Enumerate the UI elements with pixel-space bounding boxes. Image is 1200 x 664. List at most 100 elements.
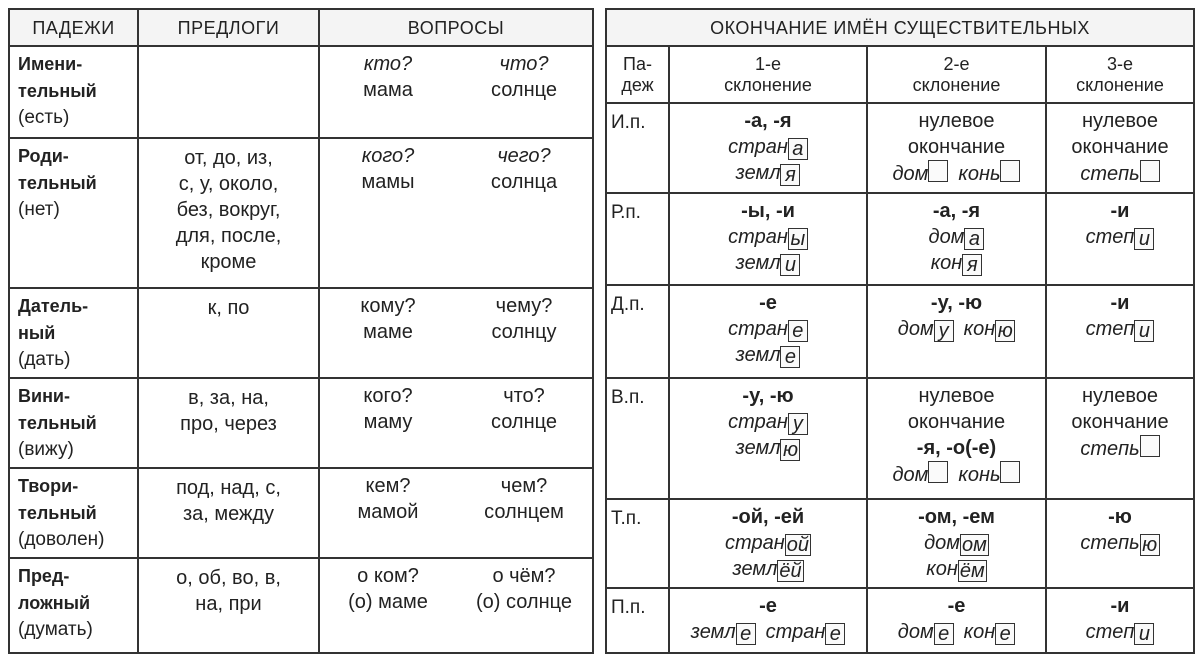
declension-row: В.п. -у, -ю стран у земл ю нулевое окончание -я,… <box>605 377 1195 500</box>
table-title: ОКОНЧАНИЕ ИМЁН СУЩЕСТВИТЕЛЬНЫХ <box>605 8 1195 47</box>
preposition-line: о, об, во, в, <box>176 567 281 589</box>
ending-cell: -и степ и <box>1045 192 1195 286</box>
ending-text: окончание <box>907 136 1006 158</box>
word-stem: степ <box>1085 318 1135 340</box>
word-stem: дом <box>892 163 929 185</box>
word-stem: земл <box>735 344 781 366</box>
ending-box <box>1000 461 1021 483</box>
ending-text: нулевое <box>1081 385 1159 407</box>
questions-cell: кого? мамы чего? солнца <box>318 137 594 289</box>
ending-box: у <box>787 413 808 435</box>
example-word: степь <box>1080 160 1160 185</box>
word-stem: земл <box>732 558 778 580</box>
example-word: земл ю <box>735 437 801 461</box>
case-name-line: тельный <box>18 173 97 193</box>
word-stem: кон <box>926 558 958 580</box>
preposition-line: без, вокруг, <box>176 199 281 221</box>
word-stem: степь <box>1080 163 1140 185</box>
word-stem: дом <box>924 532 961 554</box>
example-word: солнце <box>491 411 557 433</box>
word-stem: степь <box>1080 438 1140 460</box>
example-word: кон ём <box>926 558 987 582</box>
ending-label: -и <box>1110 200 1130 222</box>
example-word: степь <box>1080 435 1160 460</box>
header-line: 3-е <box>1106 53 1133 74</box>
ending-cell: -у, -ю дом у кон ю <box>866 284 1047 379</box>
example-word: солнце <box>491 79 557 101</box>
ending-box: ём <box>957 560 987 582</box>
word-stem: степь <box>1080 532 1140 554</box>
question-column: чего? солнца <box>456 143 592 195</box>
example-word: степ и <box>1086 621 1155 645</box>
declension-row: Д.п. -е стран е земл е -у, -ю дом у кон ю -и степ и <box>605 284 1195 379</box>
questions-cell: кем? мамой чем? солнцем <box>318 467 594 559</box>
case-name-cell: Пред-ложный (думать) <box>8 557 139 654</box>
example-line: степ и <box>1047 619 1193 645</box>
ending-text: окончание <box>1071 136 1169 158</box>
example-word: конь <box>958 461 1021 486</box>
example-word: солнцем <box>484 501 564 523</box>
ending-label: -е <box>947 595 966 617</box>
column-header: 1-е склонение <box>668 45 868 104</box>
header-line: склонение <box>1076 74 1164 95</box>
example-word: дом а <box>929 226 985 250</box>
ending-cell: -ы, -и стран ы земл и <box>668 192 868 286</box>
example-line: дом е кон е <box>868 619 1045 645</box>
example-word: мамой <box>357 501 419 523</box>
preposition-line: с, у, около, <box>178 173 279 195</box>
example-line: степ и <box>1047 316 1193 342</box>
ending-label: -а, -я <box>744 110 792 132</box>
case-name-line: Твори- <box>18 476 79 496</box>
case-name-line: Вини- <box>18 386 70 406</box>
word-stem: кон <box>963 318 996 340</box>
example-word: солнца <box>490 171 558 193</box>
ending-box <box>1139 160 1160 182</box>
column-header: Па-деж <box>605 45 670 104</box>
ending-box: е <box>995 623 1016 645</box>
ending-label: -ом, -ем <box>918 506 995 528</box>
column-header: ВОПРОСЫ <box>318 8 594 47</box>
question-word: что? <box>503 385 545 407</box>
noun-endings-table: ОКОНЧАНИЕ ИМЁН СУЩЕСТВИТЕЛЬНЫХ Па-деж 1-е с… <box>605 8 1195 654</box>
ending-box: ом <box>960 534 989 556</box>
example-word: дом <box>892 160 949 185</box>
preposition-line: в, за, на, <box>188 387 269 409</box>
preposition-line: на, при <box>195 593 262 615</box>
case-abbr: Д.п. <box>605 284 670 379</box>
example-line: кон ём <box>868 556 1045 582</box>
example-line: земл и <box>670 250 866 276</box>
ending-label: -я, -о(-е) <box>916 437 997 459</box>
header-line: Па- <box>623 53 652 74</box>
ending-box: я <box>962 254 983 276</box>
ending-box: я <box>780 164 801 186</box>
ending-box: ы <box>787 228 808 250</box>
example-line: стран ой <box>670 530 866 556</box>
ending-cell: -ой, -ей стран ой земл ёй <box>668 498 868 589</box>
header-row: ПАДЕЖИ ПРЕДЛОГИ ВОПРОСЫ <box>8 8 594 47</box>
example-line: дом у кон ю <box>868 316 1045 342</box>
preposition-line: про, через <box>180 413 277 435</box>
prepositions-cell <box>137 45 320 139</box>
case-name-line: ный <box>18 323 56 343</box>
declension-row: Т.п. -ой, -ей стран ой земл ёй -ом, -ем дом ом ко… <box>605 498 1195 589</box>
header-line: деж <box>621 74 654 95</box>
case-hint: (доволен) <box>18 529 105 550</box>
question-column: что? солнце <box>456 51 592 103</box>
example-line: степ и <box>1047 224 1193 250</box>
ending-label: -и <box>1110 595 1130 617</box>
header-line: 1-е <box>754 53 781 74</box>
example-word: маме <box>363 321 413 343</box>
question-word: кого? <box>361 145 415 167</box>
ending-box: ю <box>995 320 1016 342</box>
prepositions-cell: в, за, на, про, через <box>137 377 320 469</box>
ending-cell: нулевое окончание дом конь <box>866 102 1047 194</box>
questions-cell: кого? маму что? солнце <box>318 377 594 469</box>
word-stem: земл <box>735 437 781 459</box>
example-word: кон е <box>964 621 1016 645</box>
example-line: дом ом <box>868 530 1045 556</box>
case-name-line: Датель- <box>18 296 89 316</box>
ending-box <box>1000 160 1021 182</box>
ending-box <box>928 160 949 182</box>
ending-cell: -у, -ю стран у земл ю <box>668 377 868 500</box>
questions-wrap: кто? мама что? солнце <box>320 47 592 103</box>
